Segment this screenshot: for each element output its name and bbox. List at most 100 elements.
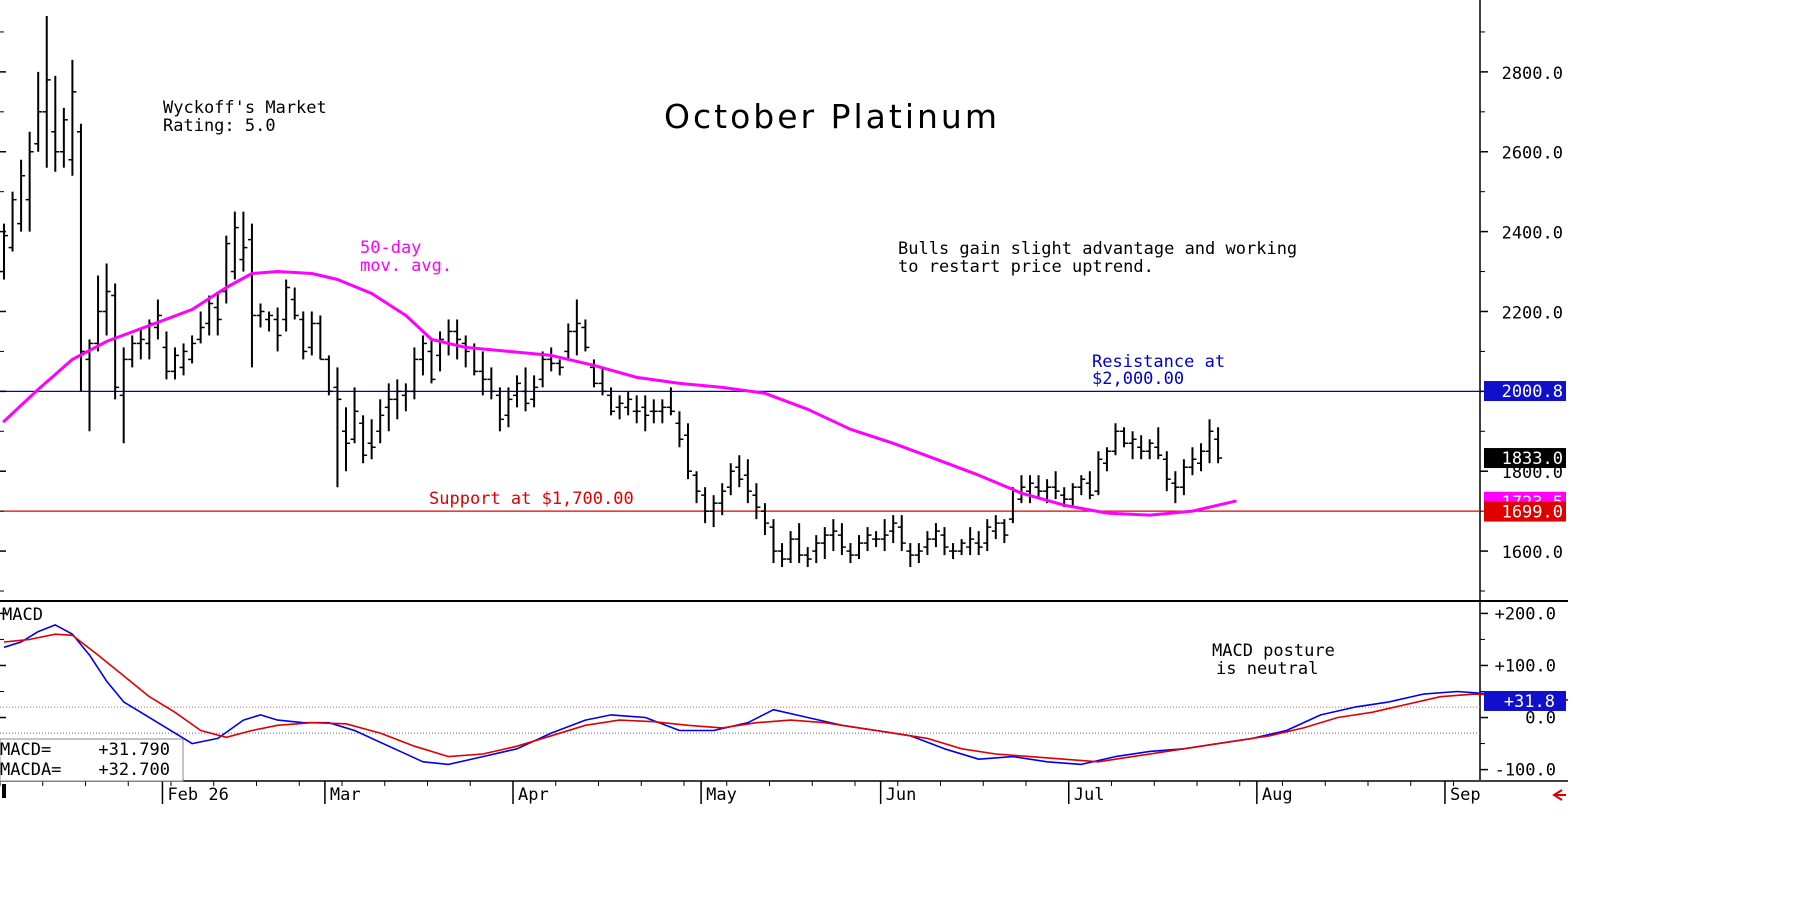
price-bar [897,515,906,552]
price-bar [350,387,359,444]
price-bar [684,423,692,480]
price-bar [1154,427,1163,460]
date-tick-label: Jun [886,785,917,804]
price-bar [598,367,607,396]
resistance-label-line2: $2,000.00 [1092,369,1184,389]
price-tick-label: 2200.0 [1502,303,1563,323]
price-bar [282,279,291,332]
macd-tick-label: -100.0 [1495,761,1556,781]
macd-annotation-line1: MACD posture [1212,641,1335,661]
price-bar [1162,451,1171,492]
price-label-text: 1699.0 [1502,503,1563,523]
price-label-text: 1833.0 [1502,449,1563,469]
price-bar [1051,471,1060,500]
resistance-label-line1: Resistance at [1092,352,1225,372]
price-bar [649,399,658,424]
macd-axis-ticks: +200.0 +100.0 0.0 -100.0 +31.8 [0,604,1566,781]
macd-panel-title: MACD [2,605,43,625]
price-bar [1068,483,1077,508]
price-bar [837,523,846,556]
price-bar [128,335,137,368]
price-bar [119,347,128,444]
price-bar [538,351,547,388]
price-bar [658,399,667,424]
macd-last-label: +31.8 [1484,690,1566,712]
price-bar [196,311,205,344]
price-bar [239,211,248,272]
price-bar [880,519,889,552]
price-bar [59,107,68,168]
price-bar [1179,459,1188,496]
price-label: 1833.0 [1484,448,1566,469]
price-bar [743,459,752,504]
price-bar [991,515,1000,540]
ma-line [2,270,1237,517]
price-bar [1102,447,1111,472]
price-bar [863,527,872,552]
price-bar [778,543,787,568]
scroll-left-marker[interactable] [2,784,6,798]
price-bar [1145,439,1154,460]
price-bar [1008,487,1017,524]
price-bar [188,335,197,364]
price-bar [632,395,641,424]
price-label-bg [1484,501,1566,522]
price-bars [0,15,1223,568]
price-bar [393,379,402,420]
price-bar [453,319,462,360]
price-bar [111,283,120,400]
price-tick-label: 1800.0 [1502,463,1563,483]
price-bar [1188,447,1197,476]
price-bar [136,327,145,360]
price-bar [581,319,590,352]
price-tick-label: 2600.0 [1502,144,1563,164]
price-bar [1197,443,1205,472]
date-tick-label: Aug [1262,785,1293,804]
price-bar [1077,475,1086,496]
price-tick-label: 2800.0 [1502,64,1563,84]
price-bar [256,303,265,328]
price-bar [410,347,419,400]
price-bar [418,335,427,376]
price-bar [872,531,881,548]
price-bar [367,419,376,460]
price-bar [247,223,256,368]
price-bar [1094,451,1103,496]
price-bar [1137,435,1146,460]
price-bar [76,123,85,392]
date-axis: Feb 26 Mar Apr May Jun Jul Aug Sep [0,781,1481,804]
price-bar [316,315,325,361]
macd-panel [0,624,1568,766]
support-resistance-lines [0,390,1480,512]
price-bar [504,387,513,428]
price-tick-label: 1600.0 [1502,543,1563,563]
price-bar [102,263,111,336]
macd-value-label: MACD= [0,740,51,760]
price-bar [607,387,616,416]
price-bar [615,395,624,420]
price-bar [914,543,923,564]
price-bar [333,367,342,488]
price-bar [179,343,188,376]
price-bar [68,59,77,176]
price-bar [513,375,521,408]
price-bar [153,299,162,340]
macd-tick-label: +100.0 [1495,656,1556,676]
date-tick-label: Apr [518,785,549,804]
price-bar [1085,471,1094,500]
macd-values-box [0,738,184,782]
price-bar [342,407,350,472]
price-bar [17,159,26,232]
price-label-bg [1484,448,1566,469]
scroll-left-arrow-icon[interactable] [1552,789,1566,801]
price-bar [572,299,581,356]
price-bar [803,547,812,568]
price-bar [444,319,453,356]
price-bar [1026,475,1034,504]
date-tick-label: Feb 26 [167,785,228,804]
price-bar [384,383,393,432]
price-bar [1205,419,1214,464]
price-bar [376,399,385,444]
price-bar [25,131,34,232]
